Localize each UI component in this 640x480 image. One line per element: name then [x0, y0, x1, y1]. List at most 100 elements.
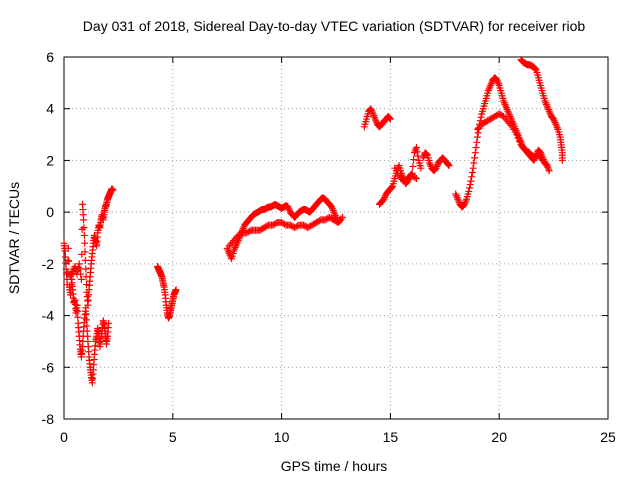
data-point: [484, 87, 492, 95]
data-point: [230, 245, 238, 253]
data-point: [516, 137, 524, 145]
data-point: [493, 76, 501, 84]
y-axis-title: SDTVAR / TECUs: [6, 182, 22, 294]
x-tick-label: 25: [600, 429, 616, 445]
data-point: [230, 247, 238, 255]
data-point: [387, 184, 395, 192]
data-point: [507, 121, 515, 129]
data-point: [330, 208, 338, 216]
y-tick-label: -4: [42, 308, 55, 324]
data-point: [467, 177, 475, 185]
data-point: [367, 105, 375, 113]
data-point: [471, 154, 479, 162]
data-point: [471, 149, 479, 157]
chart-title: Day 031 of 2018, Sidereal Day-to-day VTE…: [83, 18, 586, 34]
plot-frame: [63, 56, 609, 420]
data-point: [411, 174, 419, 182]
data-point: [77, 270, 85, 278]
data-point: [385, 113, 393, 121]
data-point: [80, 224, 88, 232]
data-point: [453, 193, 461, 201]
data-point: [413, 148, 421, 156]
data-point: [331, 210, 339, 218]
data-point: [485, 85, 493, 93]
data-point: [541, 97, 549, 105]
data-point: [505, 109, 513, 117]
data-point: [444, 161, 452, 169]
data-point: [504, 107, 512, 115]
axis-ticks: 0 5 10 15 20 25 -8 -6 -4 -2 0 2 4 6: [42, 49, 616, 445]
data-point: [172, 286, 180, 294]
data-point: [545, 106, 553, 114]
data-point: [505, 111, 513, 119]
series-seg-l: [517, 56, 566, 164]
x-tick-label: 0: [60, 429, 68, 445]
data-point: [67, 271, 75, 279]
data-point: [64, 244, 72, 252]
data-point: [369, 110, 377, 118]
data-point: [381, 193, 389, 201]
series-seg-f: [360, 105, 394, 131]
data-point: [545, 165, 553, 173]
x-axis-title: GPS time / hours: [281, 458, 388, 474]
series-seg-e: [225, 213, 347, 250]
data-point: [503, 106, 511, 114]
data-point: [550, 117, 558, 125]
data-point: [465, 187, 473, 195]
series-seg-h: [391, 164, 421, 185]
x-tick-label: 15: [383, 429, 399, 445]
data-point: [370, 113, 378, 121]
data-point: [339, 213, 347, 221]
data-point: [413, 175, 421, 183]
data-point: [487, 80, 495, 88]
data-point: [232, 242, 240, 250]
data-point: [553, 122, 561, 130]
data-point: [542, 100, 550, 108]
data-point: [368, 108, 376, 116]
data-point: [386, 114, 394, 122]
data-point: [531, 64, 539, 72]
data-point: [284, 203, 292, 211]
data-point: [328, 205, 336, 213]
data-point: [551, 119, 559, 127]
data-point: [426, 161, 434, 169]
data-point: [433, 162, 441, 170]
data-point: [422, 150, 430, 158]
data-point: [474, 129, 482, 137]
data-point: [329, 206, 337, 214]
data-point: [542, 99, 550, 107]
data-point: [82, 316, 90, 324]
data-point: [445, 162, 453, 170]
data-point: [444, 160, 452, 168]
data-point: [80, 231, 88, 239]
data-point: [370, 112, 378, 120]
data-point: [470, 159, 478, 167]
data-point: [465, 184, 473, 192]
data-point: [494, 80, 502, 88]
data-point: [477, 113, 485, 121]
x-tick-label: 20: [491, 429, 507, 445]
y-tick-label: 6: [46, 49, 54, 65]
data-point: [543, 102, 551, 110]
data-point: [506, 112, 514, 120]
data-point: [473, 133, 481, 141]
data-point: [410, 156, 418, 164]
data-point: [558, 156, 566, 164]
data-point: [486, 83, 494, 91]
data-point: [224, 246, 232, 254]
data-point: [80, 216, 88, 224]
data-point: [67, 273, 75, 281]
data-point: [454, 195, 462, 203]
data-point: [460, 200, 468, 208]
data-point: [455, 197, 463, 205]
y-tick-label: 4: [46, 101, 54, 117]
data-point: [82, 265, 90, 273]
data-point: [75, 263, 83, 271]
data-point: [544, 104, 552, 112]
data-point: [337, 215, 345, 223]
data-point: [64, 256, 72, 264]
data-point: [68, 269, 76, 277]
data-point: [413, 144, 421, 151]
data-point: [473, 138, 481, 146]
